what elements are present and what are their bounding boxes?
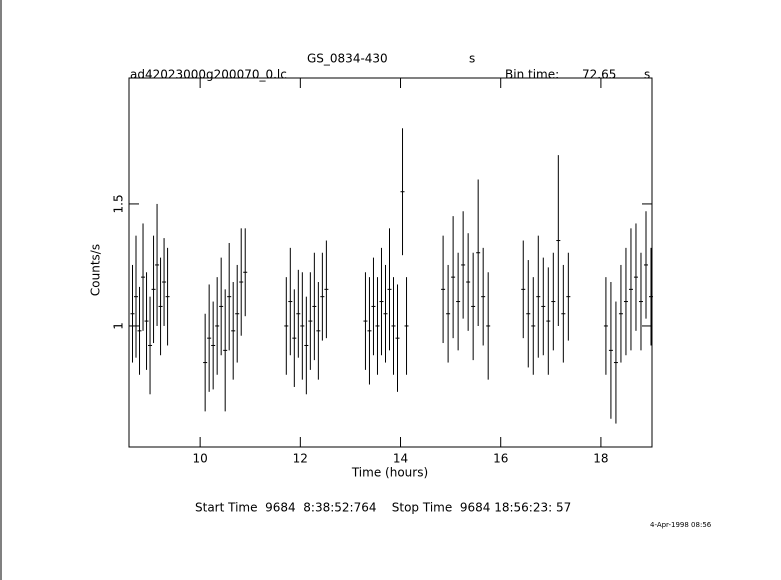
bin-unit: s	[644, 68, 650, 82]
chart-title: GS_0834-430	[307, 52, 388, 66]
subtitle: ad42023000g200070_0.lc	[130, 68, 287, 82]
x-tick-label: 12	[293, 452, 308, 466]
x-tick-label: 16	[493, 452, 508, 466]
bin-time: 72.65	[582, 68, 616, 82]
timestamp: 4-Apr-1998 08:56	[650, 521, 712, 529]
x-tick-label: 10	[192, 452, 207, 466]
plot-frame	[128, 77, 653, 448]
bin-label: Bin time:	[505, 68, 559, 82]
y-axis-label: Counts/s	[89, 244, 103, 296]
y-tick-label: 1.5	[112, 194, 126, 213]
y-tick-label: 1	[112, 322, 126, 330]
title-unit: s	[469, 52, 475, 66]
x-tick-label: 18	[593, 452, 608, 466]
x-axis-label: Time (hours)	[351, 466, 428, 480]
x-tick-label: 14	[393, 452, 408, 466]
footer: Start Time 9684 8:38:52:764 Stop Time 96…	[195, 501, 571, 515]
